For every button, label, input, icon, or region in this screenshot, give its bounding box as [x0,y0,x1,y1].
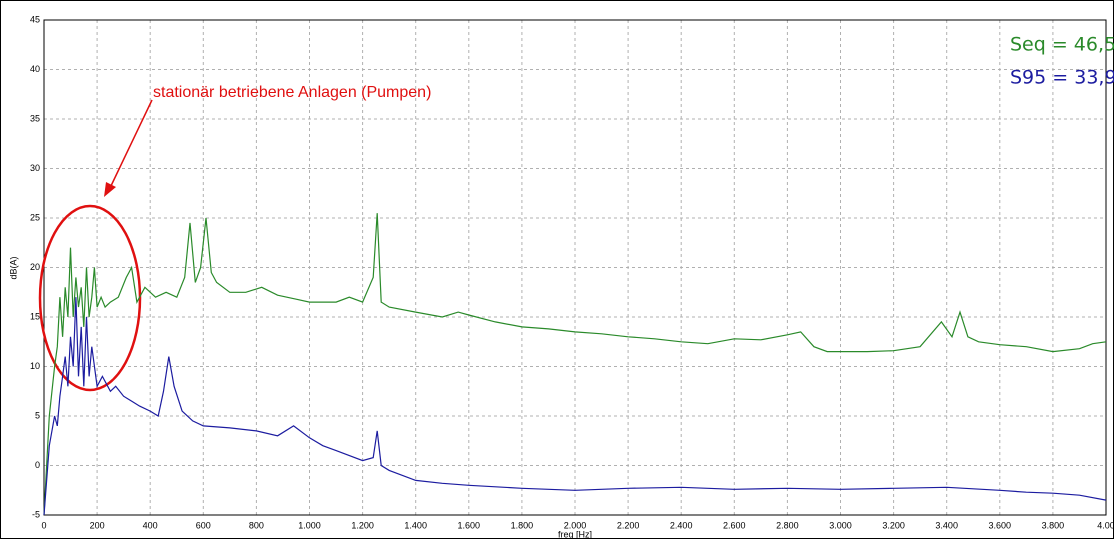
annotation: S95 = 33,9 dB(A) [1010,67,1114,89]
annotation: Seq = 46,5 dB(A) [1010,34,1114,56]
x-tick-label: 2.600 [723,520,746,530]
x-tick-label: 2.800 [776,520,799,530]
y-tick-label: 25 [30,212,40,222]
y-tick-label: 20 [30,262,40,272]
y-tick-label: 30 [30,163,40,173]
y-axis-label: dB(A) [8,256,18,279]
x-tick-label: 200 [90,520,105,530]
x-tick-label: 400 [143,520,158,530]
x-tick-label: 1.000 [298,520,321,530]
x-tick-label: 2.400 [670,520,693,530]
y-tick-label: 40 [30,64,40,74]
x-tick-label: 600 [196,520,211,530]
y-tick-label: 5 [35,410,40,420]
arrow-head [104,182,116,197]
x-tick-label: 1.400 [404,520,427,530]
data-line [43,213,1107,516]
plot-area [43,19,1107,516]
x-tick-label: 1.200 [351,520,374,530]
x-tick-label: 1.800 [511,520,534,530]
highlight-ellipse [38,204,142,392]
x-tick-label: 3.800 [1042,520,1065,530]
x-tick-label: 1.600 [458,520,481,530]
x-tick-label: 3.200 [882,520,905,530]
x-tick-label: 3.600 [989,520,1012,530]
x-tick-label: 3.000 [829,520,852,530]
x-tick-label: 800 [249,520,264,530]
x-tick-label: 2.200 [617,520,640,530]
annotation: stationär betriebene Anlagen (Pumpen) [153,84,431,101]
data-line [43,297,1107,516]
x-tick-label: 0 [41,520,46,530]
x-axis-label: freq [Hz] [558,529,592,539]
y-tick-label: 10 [30,361,40,371]
y-tick-label: 35 [30,113,40,123]
x-tick-label: 3.400 [935,520,958,530]
x-tick-label: 2.000 [564,520,587,530]
x-tick-label: 4.00 [1097,520,1114,530]
arrow-line [109,99,153,189]
y-tick-label: 45 [30,14,40,24]
y-tick-label: 15 [30,311,40,321]
y-tick-label: 0 [35,460,40,470]
y-tick-label: -5 [32,509,40,519]
